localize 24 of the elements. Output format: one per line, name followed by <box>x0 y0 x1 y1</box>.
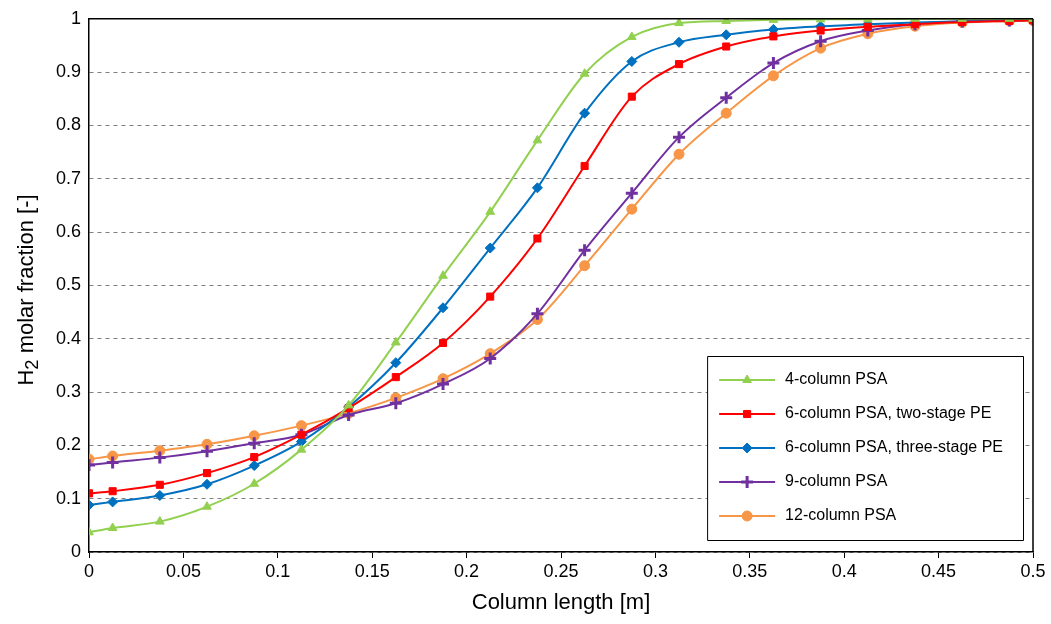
y-tick-label: 0.9 <box>55 61 82 82</box>
legend-label: 12-column PSA <box>785 506 897 524</box>
y-tick-label: 1 <box>71 7 82 28</box>
y-tick-label: 0.2 <box>55 434 82 455</box>
y-tick-label: 0.4 <box>55 327 82 348</box>
y-tick-label: 0.5 <box>55 274 82 295</box>
y-tick-label: 0.3 <box>55 381 82 402</box>
x-tick-label: 0.5 <box>1020 560 1046 581</box>
x-tick-label: 0.25 <box>543 560 579 581</box>
y-tick-label: 0.1 <box>55 487 82 508</box>
y-tick-label: 0.6 <box>55 221 82 242</box>
y-tick-label: 0.8 <box>55 114 82 135</box>
y-tick-label: 0 <box>71 540 82 561</box>
x-tick-label: 0.2 <box>454 560 480 581</box>
y-tick-label: 0.7 <box>55 167 82 188</box>
x-tick-label: 0.15 <box>354 560 390 581</box>
x-tick-label: 0.3 <box>642 560 668 581</box>
x-tick-label: 0 <box>84 560 95 581</box>
x-tick-label: 0.4 <box>831 560 857 581</box>
x-tick-label: 0.35 <box>732 560 768 581</box>
x-tick-label: 0.05 <box>165 560 201 581</box>
x-axis-title: Column length [m] <box>471 588 651 614</box>
x-tick-label: 0.1 <box>265 560 291 581</box>
x-tick-label: 0.45 <box>921 560 957 581</box>
